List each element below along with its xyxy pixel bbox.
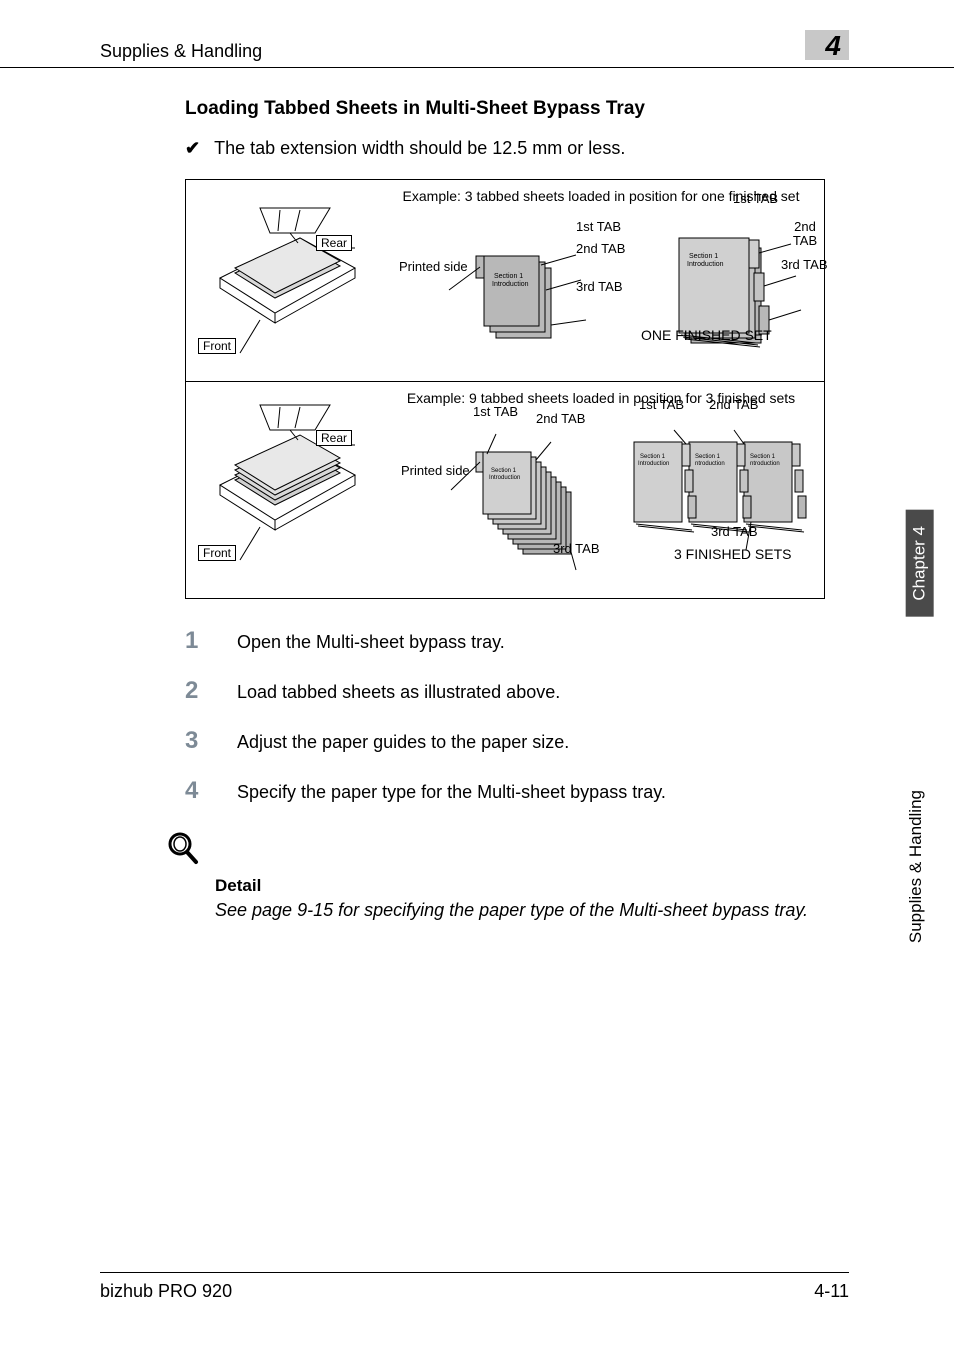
printed-label-2: Printed side xyxy=(401,464,470,478)
main-content: Loading Tabbed Sheets in Multi-Sheet Byp… xyxy=(0,68,954,922)
step-number: 1 xyxy=(185,627,237,655)
front-label-1: Front xyxy=(198,338,236,354)
header-section-title: Supplies & Handling xyxy=(100,41,262,62)
r2-left-tab3: 3rd TAB xyxy=(553,542,599,556)
rear-label-1: Rear xyxy=(316,235,352,251)
svg-text:Section 1: Section 1 xyxy=(494,273,523,280)
r2-left-tab2: 2nd TAB xyxy=(536,412,585,426)
svg-text:Section 1: Section 1 xyxy=(750,454,776,460)
step-item: 4 Specify the paper type for the Multi-s… xyxy=(185,777,849,805)
step-number: 4 xyxy=(185,777,237,805)
page-header: Supplies & Handling 4 xyxy=(0,0,954,68)
diagram-container: Rear Front Example: 3 tabbed sheets load… xyxy=(185,179,825,599)
r2-left-tab1: 1st TAB xyxy=(473,405,518,419)
step-item: 1 Open the Multi-sheet bypass tray. xyxy=(185,627,849,655)
rear-label-2: Rear xyxy=(316,430,352,446)
svg-text:Introduction: Introduction xyxy=(638,461,669,467)
chapter-number-box: 4 xyxy=(805,30,849,62)
r1-finished: ONE FINISHED SET xyxy=(641,328,772,343)
side-tab-chapter: Chapter 4 xyxy=(906,510,934,617)
subheading: Loading Tabbed Sheets in Multi-Sheet Byp… xyxy=(185,98,849,120)
detail-block: Detail See page 9-15 for specifying the … xyxy=(165,829,849,922)
r1-right-tab1: 1st TAB xyxy=(733,192,778,206)
r1-left-tab2: 2nd TAB xyxy=(576,242,625,256)
page-footer: bizhub PRO 920 4-11 xyxy=(100,1272,849,1302)
svg-text:Section 1: Section 1 xyxy=(491,468,517,474)
svg-text:Section 1: Section 1 xyxy=(640,454,666,460)
r2-right-tab3: 3rd TAB xyxy=(711,525,757,539)
printed-label-1: Printed side xyxy=(399,260,468,274)
side-tab-section: Supplies & Handling xyxy=(906,790,926,943)
step-number: 2 xyxy=(185,677,237,705)
tray-illustration-1: Rear Front xyxy=(186,180,381,381)
r2-finished: 3 FINISHED SETS xyxy=(674,547,791,562)
r1-left-tab1: 1st TAB xyxy=(576,220,621,234)
example-col-1: Example: 3 tabbed sheets loaded in posit… xyxy=(381,180,829,381)
svg-text:ntroduction: ntroduction xyxy=(695,461,725,467)
step-text: Load tabbed sheets as illustrated above. xyxy=(237,682,560,703)
example-col-2: Example: 9 tabbed sheets loaded in posit… xyxy=(381,382,829,598)
svg-text:Section 1: Section 1 xyxy=(695,454,721,460)
r1-right-tab3: 3rd TAB xyxy=(781,258,827,272)
detail-text: See page 9-15 for specifying the paper t… xyxy=(215,898,849,922)
r2-right-tab2: 2nd TAB xyxy=(709,398,758,412)
step-number: 3 xyxy=(185,727,237,755)
diagram-row-1: Rear Front Example: 3 tabbed sheets load… xyxy=(186,180,824,382)
step-text: Adjust the paper guides to the paper siz… xyxy=(237,732,569,753)
footer-page: 4-11 xyxy=(814,1281,849,1302)
step-item: 2 Load tabbed sheets as illustrated abov… xyxy=(185,677,849,705)
svg-text:Introduction: Introduction xyxy=(492,281,529,288)
r1-right-tab2: 2nd TAB xyxy=(781,220,829,249)
step-text: Open the Multi-sheet bypass tray. xyxy=(237,632,505,653)
svg-text:Section 1: Section 1 xyxy=(689,253,718,260)
svg-text:Introduction: Introduction xyxy=(489,475,520,481)
svg-text:ntroduction: ntroduction xyxy=(750,461,780,467)
step-text: Specify the paper type for the Multi-she… xyxy=(237,782,666,803)
step-item: 3 Adjust the paper guides to the paper s… xyxy=(185,727,849,755)
r1-left-tab3: 3rd TAB xyxy=(576,280,622,294)
detail-heading: Detail xyxy=(215,876,849,896)
r2-right-tab1: 1st TAB xyxy=(639,398,684,412)
front-label-2: Front xyxy=(198,545,236,561)
check-note-text: The tab extension width should be 12.5 m… xyxy=(214,138,625,159)
footer-model: bizhub PRO 920 xyxy=(100,1281,232,1302)
svg-text:Introduction: Introduction xyxy=(687,261,724,268)
step-list: 1 Open the Multi-sheet bypass tray. 2 Lo… xyxy=(185,627,849,805)
check-note-line: ✔ The tab extension width should be 12.5… xyxy=(185,138,849,159)
check-icon: ✔ xyxy=(185,138,200,159)
diagram-row-2: Rear Front Example: 9 tabbed sheets load… xyxy=(186,382,824,598)
tray-illustration-2: Rear Front xyxy=(186,382,381,598)
magnifier-icon xyxy=(165,829,849,870)
